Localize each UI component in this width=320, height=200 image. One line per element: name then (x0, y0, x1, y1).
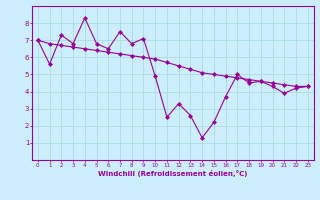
X-axis label: Windchill (Refroidissement éolien,°C): Windchill (Refroidissement éolien,°C) (98, 170, 247, 177)
